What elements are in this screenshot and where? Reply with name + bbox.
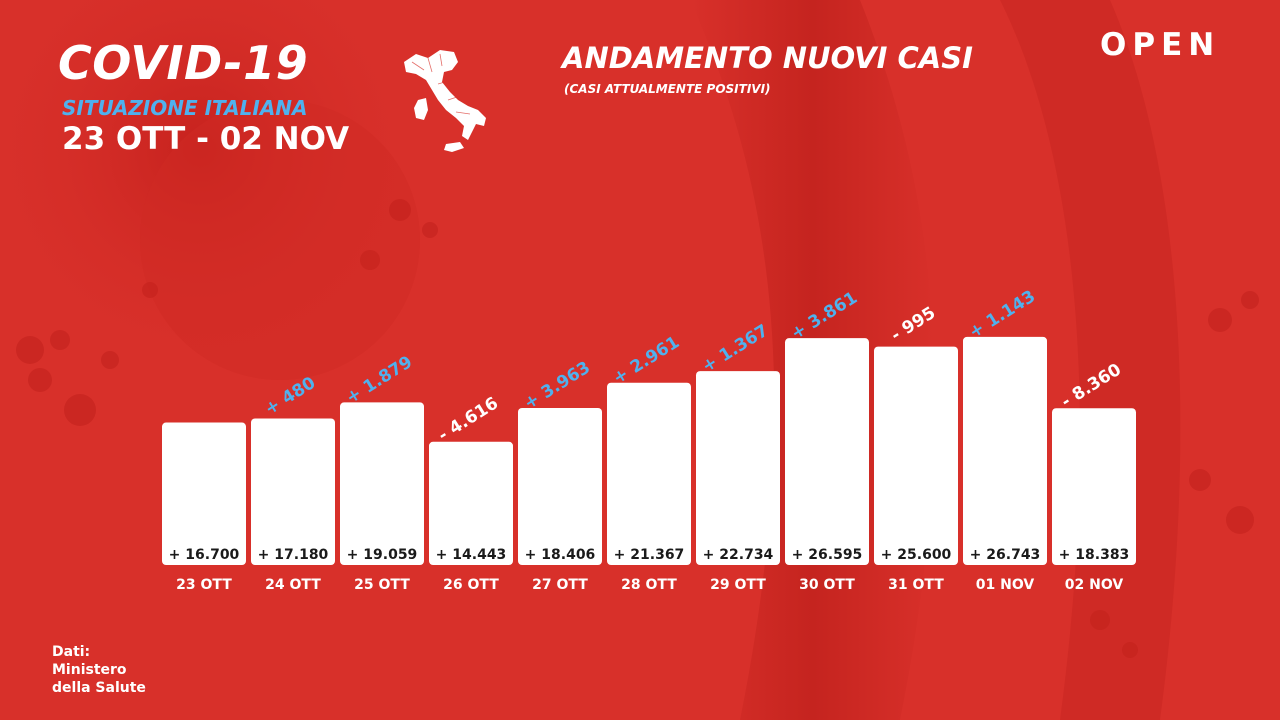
bar-value-label: + 16.700 bbox=[169, 547, 240, 563]
bar bbox=[785, 338, 869, 565]
bar bbox=[874, 346, 958, 565]
date-range: 23 OTT - 02 NOV bbox=[62, 121, 350, 157]
x-tick-label: 27 OTT bbox=[532, 577, 588, 593]
source-name-line2: della Salute bbox=[52, 680, 146, 696]
delta-label: - 8.360 bbox=[1058, 360, 1125, 412]
bar-value-label: + 18.406 bbox=[525, 547, 596, 563]
x-tick-label: 23 OTT bbox=[176, 577, 232, 593]
x-tick-label: 02 NOV bbox=[1065, 577, 1124, 593]
bar-value-label: + 17.180 bbox=[258, 547, 329, 563]
delta-label: + 1.143 bbox=[966, 287, 1039, 343]
delta-label: + 480 bbox=[261, 373, 319, 420]
delta-label: - 4.616 bbox=[435, 393, 502, 445]
source-name-line1: Ministero bbox=[52, 662, 127, 678]
bar bbox=[162, 422, 246, 565]
delta-label: + 2.961 bbox=[610, 332, 683, 388]
bar-value-label: + 18.383 bbox=[1059, 547, 1130, 563]
x-tick-label: 29 OTT bbox=[710, 577, 766, 593]
x-tick-label: 01 NOV bbox=[976, 577, 1035, 593]
source-label: Dati: bbox=[52, 644, 91, 660]
x-tick-label: 25 OTT bbox=[354, 577, 410, 593]
bar bbox=[963, 336, 1047, 565]
bar-value-label: + 14.443 bbox=[436, 547, 507, 563]
x-tick-label: 26 OTT bbox=[443, 577, 499, 593]
x-tick-label: 30 OTT bbox=[799, 577, 855, 593]
delta-label: + 1.367 bbox=[699, 321, 772, 377]
x-tick-label: 24 OTT bbox=[265, 577, 321, 593]
delta-label: + 3.963 bbox=[521, 358, 594, 414]
bar bbox=[607, 382, 691, 565]
chart-subtitle: (CASI ATTUALMENTE POSITIVI) bbox=[564, 82, 771, 96]
delta-label: + 1.879 bbox=[343, 352, 416, 408]
bar-value-label: + 19.059 bbox=[347, 547, 418, 563]
bar bbox=[518, 407, 602, 565]
bar bbox=[251, 418, 335, 565]
italy-map-icon bbox=[404, 50, 486, 152]
bar-value-label: + 25.600 bbox=[881, 547, 952, 563]
bar-value-label: + 26.743 bbox=[970, 547, 1041, 563]
open-logo: OPEN bbox=[1100, 27, 1221, 63]
bar bbox=[1052, 408, 1136, 565]
delta-label: - 995 bbox=[887, 303, 939, 346]
chart-title: ANDAMENTO NUOVI CASI bbox=[562, 41, 973, 75]
bar-value-label: + 22.734 bbox=[703, 547, 774, 563]
bar-value-label: + 21.367 bbox=[614, 547, 685, 563]
x-tick-label: 28 OTT bbox=[621, 577, 677, 593]
bar bbox=[429, 441, 513, 565]
data-source: Dati: Ministero della Salute bbox=[52, 643, 172, 697]
x-tick-label: 31 OTT bbox=[888, 577, 944, 593]
bar bbox=[340, 402, 424, 565]
delta-label: + 3.861 bbox=[788, 288, 861, 344]
headline: COVID-19 bbox=[58, 36, 309, 90]
subline: SITUAZIONE ITALIANA bbox=[62, 96, 308, 120]
bar bbox=[696, 371, 780, 565]
bar-value-label: + 26.595 bbox=[792, 547, 863, 563]
